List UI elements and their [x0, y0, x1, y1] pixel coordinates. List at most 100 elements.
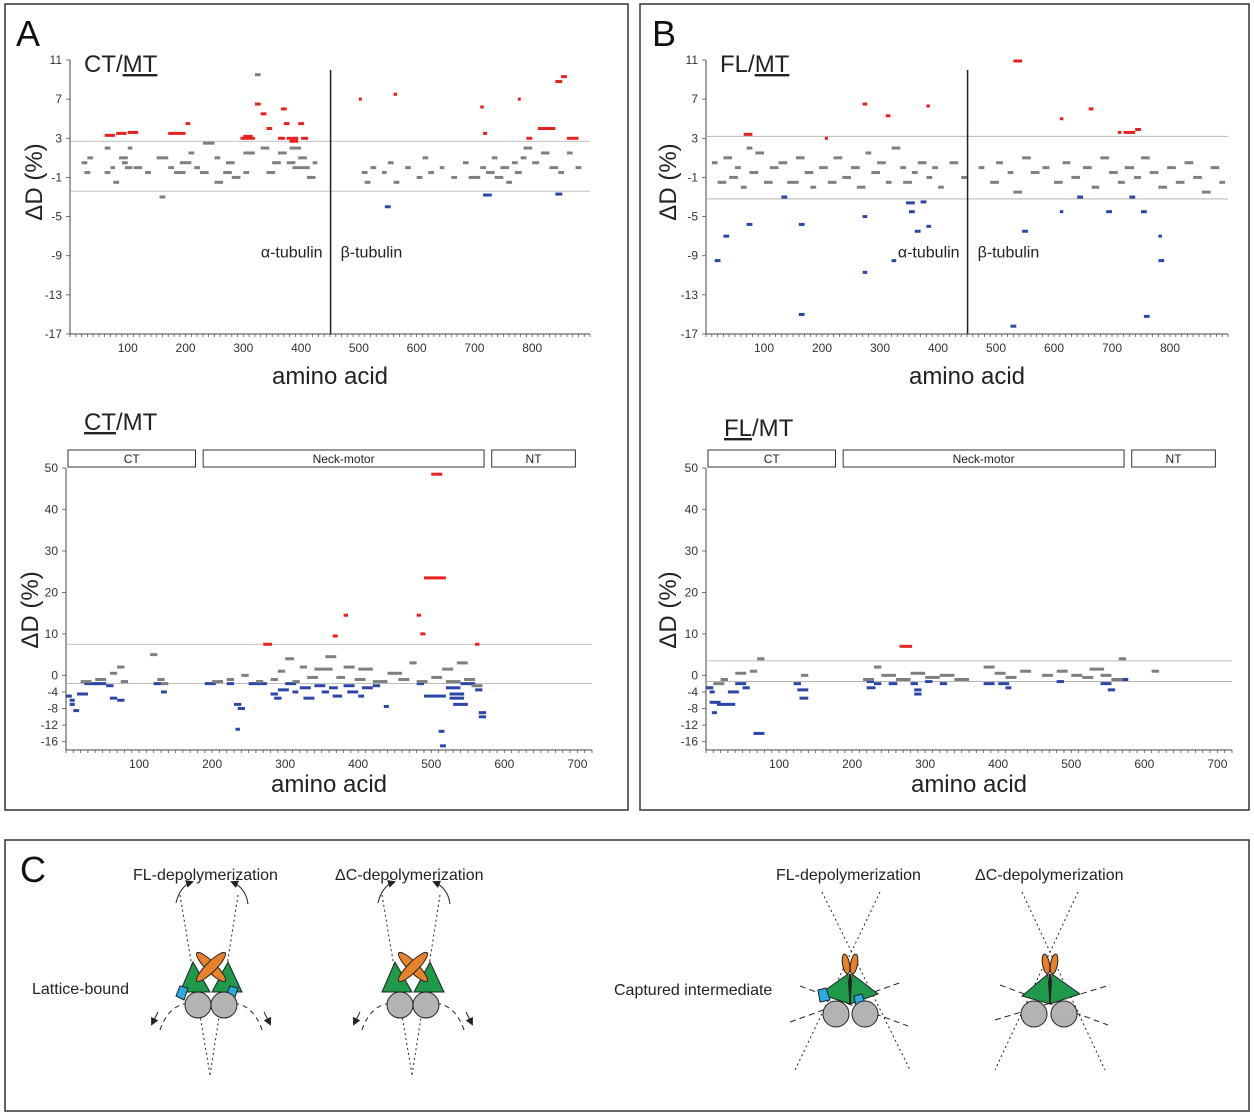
motif-fl-captured: [789, 891, 911, 1071]
peptide-segment: [188, 151, 195, 155]
peptide-segment: [405, 166, 411, 170]
domain-label: NT: [526, 452, 543, 466]
peptide-segment: [226, 678, 235, 681]
peptide-segment: [285, 682, 297, 686]
y-tick-label: -13: [681, 288, 699, 302]
y-tick-label: -8: [687, 702, 698, 716]
peptide-segment: [532, 161, 540, 165]
peptide-segment: [292, 166, 302, 170]
y-tick-label: 0: [51, 668, 58, 682]
peptide-segment: [939, 673, 955, 677]
series-blue: [66, 682, 487, 748]
annotation-alpha-tubulin: α-tubulin: [261, 245, 323, 262]
peptide-segment: [514, 171, 522, 175]
x-tick-label: 800: [1160, 341, 1180, 355]
series-grey: [81, 73, 582, 199]
peptide-segment: [160, 682, 169, 686]
peptide-segment: [266, 127, 273, 130]
peptide-segment: [301, 136, 309, 140]
x-axis-label: amino acid: [272, 363, 388, 390]
peptide-segment: [95, 682, 107, 686]
peptide-segment: [285, 657, 294, 661]
peptide-segment: [793, 682, 801, 686]
peptide-segment: [716, 702, 736, 706]
peptide-segment: [361, 171, 368, 175]
y-tick-label: 40: [685, 502, 699, 516]
peptide-segment: [520, 156, 527, 160]
chart-a-tubulin-ct: 11 7 3 -1 -5 -9 -13 -17 100 200 300 400 500 600 700 800…: [21, 51, 591, 390]
peptide-segment: [272, 161, 281, 165]
peptide-segment: [393, 92, 398, 96]
state-label-captured: Captured intermediate: [614, 982, 772, 999]
peptide-segment: [711, 161, 718, 165]
peptide-segment: [1088, 107, 1094, 111]
peptide-segment: [475, 688, 483, 692]
peptide-segment: [558, 171, 564, 175]
peptide-segment: [938, 185, 944, 189]
peptide-segment: [231, 175, 241, 179]
peptide-segment: [372, 680, 388, 684]
peptide-segment: [749, 669, 758, 673]
peptide-segment: [727, 690, 739, 694]
peptide-segment: [416, 682, 424, 686]
peptide-segment: [84, 171, 91, 175]
peptide-segment: [851, 166, 860, 170]
peptide-segment: [910, 671, 926, 675]
peptide-segment: [76, 692, 88, 696]
domain-label: Neck-motor: [953, 452, 1015, 466]
peptide-segment: [159, 195, 166, 199]
peptide-segment: [906, 201, 915, 205]
peptide-segment: [84, 682, 99, 686]
series-grey: [713, 657, 1159, 686]
peptide-segment: [983, 665, 995, 669]
peptide-segment: [480, 166, 486, 170]
peptide-segment: [483, 193, 492, 197]
x-tick-label: 500: [1061, 757, 1081, 771]
y-tick-label: -5: [687, 210, 698, 224]
peptide-segment: [1013, 190, 1023, 194]
y-tick-label: -16: [681, 735, 699, 749]
peptide-segment: [289, 139, 299, 143]
peptide-segment: [743, 132, 753, 136]
y-tick-label: 40: [45, 502, 59, 516]
peptide-segment: [717, 180, 727, 184]
peptide-segment: [384, 205, 391, 209]
peptide-segment: [263, 642, 273, 646]
annotation-beta-tubulin: β-tubulin: [978, 245, 1040, 262]
peptide-segment: [819, 166, 828, 170]
panel-label-b: B: [652, 13, 676, 54]
peptide-segment: [925, 675, 940, 679]
x-axis-label: amino acid: [271, 771, 387, 798]
peptide-segment: [127, 146, 133, 150]
peptide-segment: [292, 690, 299, 694]
peptide-segment: [494, 175, 504, 179]
peptide-segment: [994, 671, 1006, 675]
peptide-segment: [306, 175, 316, 179]
peptide-segment: [926, 104, 930, 108]
diagram-title-fl-left: FL-depolymerization: [133, 867, 278, 884]
peptide-segment: [423, 576, 446, 580]
series-red: [899, 644, 913, 648]
peptide-segment: [428, 171, 434, 175]
motif-dc-lattice: [353, 880, 473, 1076]
peptide-segment: [1071, 175, 1081, 179]
peptide-segment: [299, 665, 308, 669]
peptide-segment: [248, 682, 267, 686]
peptide-segment: [354, 678, 366, 681]
tubulin-sphere: [184, 991, 212, 1019]
peptide-segment: [260, 112, 267, 116]
peptide-segment: [755, 151, 764, 155]
domain-label: CT: [124, 452, 141, 466]
y-tick-label: 50: [685, 461, 699, 475]
peptide-segment: [842, 175, 851, 179]
peptide-segment: [106, 684, 114, 688]
x-tick-label: 600: [494, 757, 514, 771]
peptide-segment: [706, 686, 714, 690]
peptide-segment: [1077, 195, 1083, 199]
peptide-segment: [387, 161, 394, 165]
peptide-segment: [486, 171, 495, 175]
y-tick-label: 3: [55, 131, 62, 145]
peptide-segment: [753, 731, 765, 735]
peptide-segment: [153, 682, 161, 686]
